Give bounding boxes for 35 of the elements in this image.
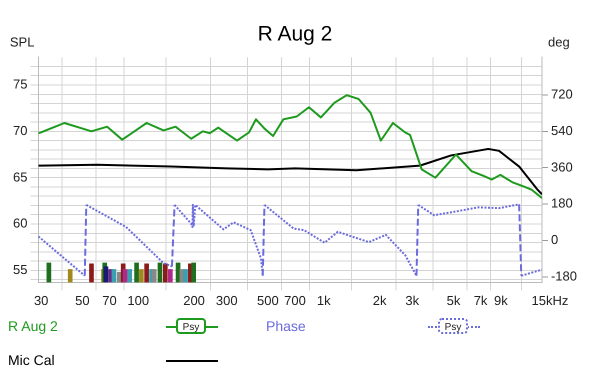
y2-axis-title: deg	[548, 34, 570, 50]
x-tick-label: 70	[102, 292, 117, 308]
y-tick-label: 75	[12, 76, 28, 92]
text: R Aug 2	[8, 318, 58, 334]
x-tick-label: 200	[183, 292, 205, 308]
x-tick-label: 30	[34, 292, 48, 308]
chart-title: R Aug 2	[258, 22, 332, 46]
y2-tick-label: 720	[550, 86, 573, 102]
x-axis-title: Hz	[552, 292, 568, 308]
x-tick-label: 2k	[372, 292, 387, 308]
x-tick-label: 7k	[474, 292, 488, 308]
x-tick-label: 5k	[446, 292, 461, 308]
x-tick-label: 300	[216, 292, 238, 308]
x-tick-label: 700	[284, 292, 306, 308]
y2-tick-label: 0	[550, 232, 558, 248]
text: Psy	[176, 318, 206, 334]
x-tick-label: 500	[257, 292, 279, 308]
x-tick-label: 100	[127, 292, 150, 308]
y2-tick-label: 360	[550, 159, 573, 174]
text: Phase	[266, 318, 306, 334]
y-tick-label: 70	[12, 122, 28, 138]
x-tick-label: 9k	[494, 292, 508, 308]
y2-tick-label: -180	[550, 268, 578, 284]
y2-tick-label: 540	[550, 122, 573, 138]
x-tick-label: 1k	[316, 292, 332, 308]
x-tick-label: 50	[75, 292, 90, 308]
y-tick-label: 60	[12, 216, 28, 231]
y-tick-label: 65	[12, 169, 28, 184]
x-tick-label: 3k	[405, 292, 420, 308]
y-tick-label: 55	[12, 262, 28, 277]
x-tick-label: 15k	[531, 292, 553, 308]
y-axis-title: SPL	[10, 34, 34, 50]
y2-tick-label: 180	[550, 196, 573, 211]
text: Psy	[438, 318, 468, 334]
text: Mic Cal	[8, 352, 55, 368]
